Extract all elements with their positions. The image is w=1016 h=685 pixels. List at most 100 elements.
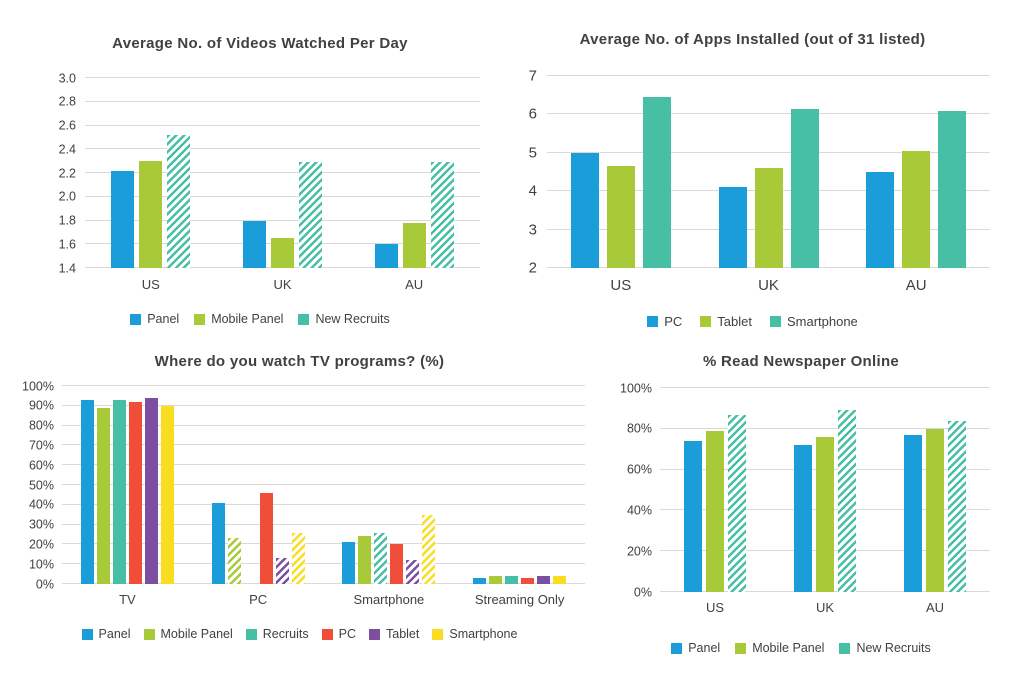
gridline: [85, 124, 480, 126]
bar-mobile-panel: [96, 407, 110, 584]
bar-pc: [128, 401, 142, 584]
bar-new-recruits: [430, 162, 454, 268]
plot-column: US UK AU: [85, 77, 480, 292]
bar-panel: [904, 434, 922, 592]
legend-item: Panel: [81, 627, 131, 641]
plot-column: US UK AU: [660, 387, 990, 615]
y-tick-label: 40%: [28, 497, 54, 512]
legend-swatch: [700, 316, 712, 327]
x-axis-labels: US UK AU: [85, 277, 480, 292]
x-category-label: TV: [119, 592, 136, 607]
y-tick-label: 70%: [28, 438, 54, 453]
legend-label: New Recruits: [856, 641, 931, 655]
y-tick-label: 10%: [28, 556, 54, 571]
bar-new-recruits: [948, 420, 966, 592]
gridline: [85, 172, 480, 173]
x-axis-labels: US UK AU: [547, 277, 990, 294]
legend-swatch: [245, 628, 257, 640]
bar-tablet: [144, 397, 158, 584]
legend-item: PC: [647, 314, 682, 329]
y-tick-label: 2.2: [58, 165, 76, 180]
bar-mobile-panel: [227, 538, 241, 584]
gridline: [62, 385, 585, 386]
chart-body: 2 3 4 5 6 7 US UK AU: [515, 69, 990, 294]
bar-smartphone: [291, 532, 305, 584]
bar-smartphone: [422, 514, 436, 584]
bar-recruits: [112, 399, 126, 584]
y-tick-label: 90%: [28, 398, 54, 413]
bar-group: [770, 388, 880, 592]
bar-tablet: [754, 168, 783, 268]
bar-panel: [80, 399, 94, 584]
bar-tablet: [902, 150, 931, 268]
bar-panel: [684, 441, 702, 592]
gridline: [62, 424, 585, 426]
plot-column: US UK AU: [547, 75, 990, 294]
chart-avg-apps-installed: Average No. of Apps Installed (out of 31…: [515, 30, 990, 329]
legend-label: Panel: [98, 627, 131, 641]
bar-pc: [521, 578, 535, 584]
plot-area: [62, 385, 585, 584]
bar-mobile-panel: [706, 430, 724, 592]
bar-mobile-panel: [358, 536, 372, 584]
bar-new-recruits: [728, 414, 746, 592]
bar-group: [842, 76, 990, 268]
legend-label: Mobile Panel: [160, 627, 233, 641]
chart-title-newspaper: % Read Newspaper Online: [702, 353, 900, 370]
gridline: [660, 387, 990, 388]
legend-swatch: [839, 642, 851, 654]
y-axis: 0% 10% 20% 30% 40% 50% 60% 70% 80% 90% 100%: [14, 380, 54, 590]
legend-swatch: [735, 642, 747, 654]
x-category-label: AU: [905, 277, 927, 294]
y-axis: 1.4 1.6 1.8 2.0 2.2 2.4 2.6 2.8 3.0: [40, 72, 76, 274]
x-category-label: US: [141, 277, 160, 292]
legend-label: Tablet: [386, 627, 420, 641]
y-tick-label: 40%: [626, 503, 652, 518]
legend-label: Mobile Panel: [752, 641, 825, 655]
y-tick-label: 1.8: [58, 213, 76, 228]
y-tick-label: 100%: [22, 378, 54, 393]
bar-pc: [259, 492, 273, 584]
y-tick-label: 30%: [28, 517, 54, 532]
gridline: [62, 484, 585, 485]
x-category-label: AU: [925, 600, 945, 615]
x-axis-labels: TV PC Smartphone Streaming Only: [62, 592, 585, 607]
gridline: [85, 100, 480, 102]
legend-item: Recruits: [245, 627, 309, 641]
bar-recruits: [374, 532, 388, 584]
x-category-label: PC: [249, 592, 268, 607]
legend-item: Mobile Panel: [735, 641, 824, 655]
x-category-label: UK: [273, 277, 292, 292]
bar-new-recruits: [299, 162, 322, 268]
bar-group: [324, 386, 455, 584]
bar-mobile-panel: [489, 576, 503, 584]
bar-group: [62, 386, 193, 584]
gridline: [62, 523, 585, 525]
y-tick-label: 4: [528, 182, 537, 200]
legend-item: Panel: [671, 641, 720, 655]
y-tick-label: 3: [528, 221, 537, 239]
bar-recruits: [505, 576, 519, 584]
chart-title-apps: Average No. of Apps Installed (out of 31…: [579, 31, 926, 48]
legend-swatch: [143, 628, 155, 640]
y-tick-label: 2.4: [58, 142, 76, 156]
legend-label: Mobile Panel: [211, 312, 284, 326]
chart-body: 0% 20% 40% 60% 80% 100% US UK AU: [612, 382, 990, 615]
y-tick-label: 0%: [633, 584, 652, 599]
gridline: [62, 503, 585, 505]
legend-label: Smartphone: [786, 314, 858, 329]
y-tick-label: 5: [528, 144, 537, 162]
gridline: [62, 464, 585, 466]
bar-group: [348, 78, 480, 268]
legend-label: PC: [664, 314, 683, 329]
legend-swatch: [369, 628, 380, 640]
bar-pc: [390, 544, 404, 584]
legend-swatch: [81, 628, 93, 640]
y-tick-label: 1.4: [58, 260, 76, 275]
gridline: [62, 563, 585, 565]
bar-group: [695, 76, 843, 268]
gridline: [85, 148, 480, 150]
y-tick-label: 1.6: [58, 237, 76, 251]
y-tick-label: 2.8: [58, 94, 76, 109]
bar-group: [547, 76, 695, 268]
